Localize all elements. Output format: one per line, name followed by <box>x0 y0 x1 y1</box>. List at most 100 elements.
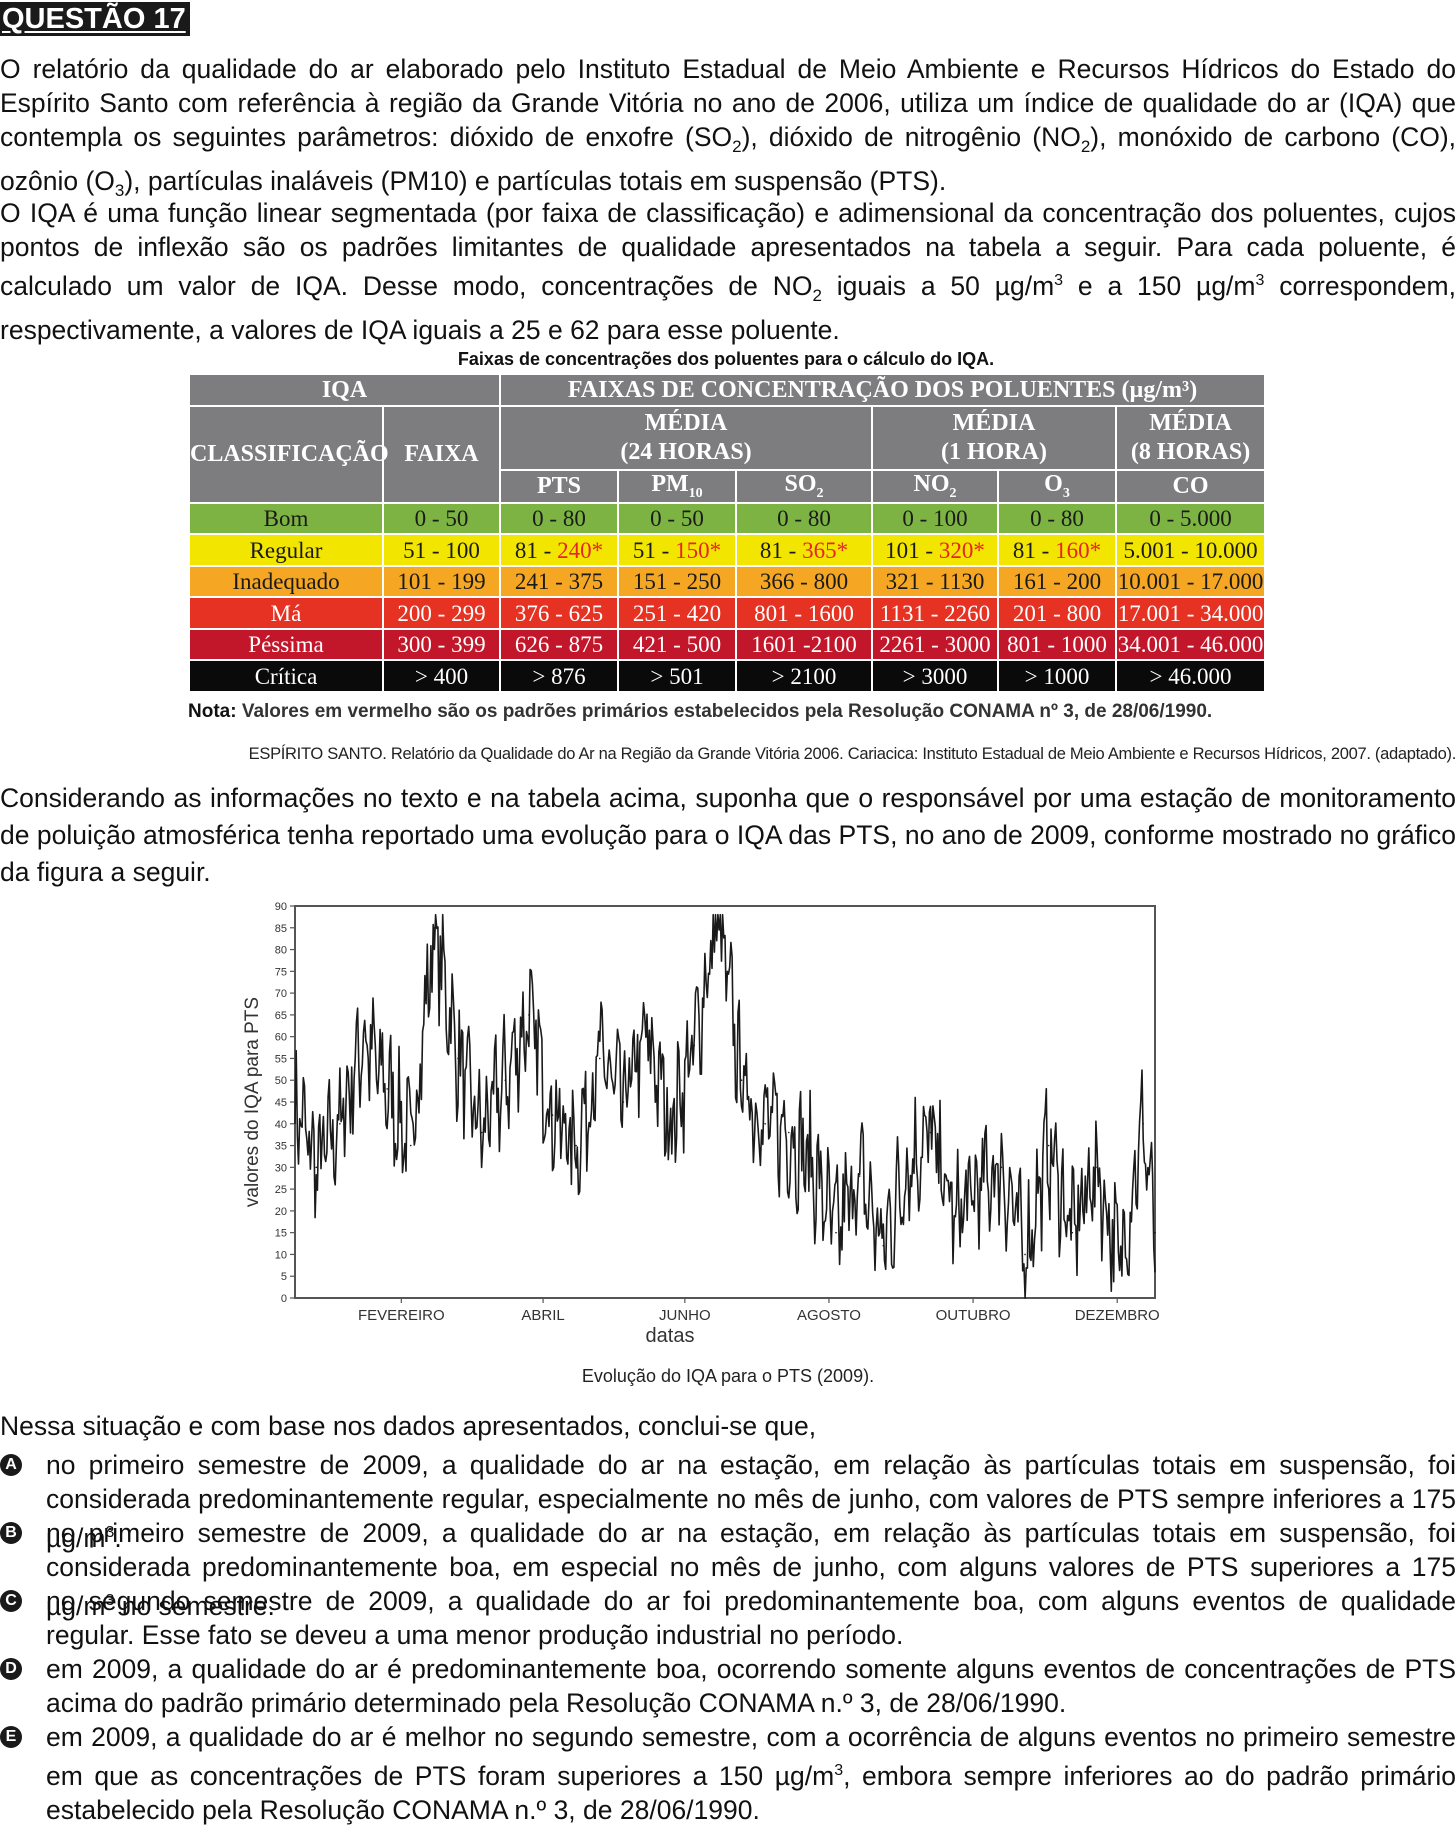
option-letter-badge: C <box>0 1590 22 1612</box>
option-e[interactable]: E em 2009, a qualidade do ar é melhor no… <box>0 1720 1456 1827</box>
y-axis-label: valores do IQA para PTS <box>242 997 263 1207</box>
data-point <box>339 1122 341 1125</box>
subscript: 3 <box>114 181 125 200</box>
cell-pts: > 876 <box>499 659 619 693</box>
option-a[interactable]: A no primeiro semestre de 2009, a qualid… <box>0 1448 1456 1555</box>
cell-co: 17.001 - 34.000 <box>1114 596 1267 630</box>
data-point <box>740 1079 743 1082</box>
cell-pm10: 421 - 500 <box>617 627 737 662</box>
cell-no2: 321 - 1130 <box>871 564 999 599</box>
note-label: Nota: <box>188 701 237 722</box>
cell-no2: 101 - 320* <box>871 533 999 567</box>
option-b[interactable]: B no primeiro semestre de 2009, a qualid… <box>0 1516 1456 1623</box>
cell-faixa: > 400 <box>382 659 501 693</box>
cell-pts: 241 - 375 <box>499 564 619 599</box>
data-point <box>929 1131 932 1134</box>
option-letter-badge: D <box>0 1658 22 1680</box>
superscript: 3 <box>105 1592 115 1609</box>
option-letter-badge: B <box>0 1522 22 1544</box>
cell-pts: 376 - 625 <box>499 596 619 630</box>
text-run: O IQA é uma função linear segmentada (po… <box>0 198 1456 301</box>
y-tick-label: 40 <box>275 1119 287 1131</box>
cell-classe: Regular <box>188 533 384 567</box>
cell-text: 101 - <box>885 537 939 563</box>
data-point <box>294 1101 296 1103</box>
data-point <box>1095 1166 1097 1169</box>
cell-classe: Crítica <box>188 659 384 693</box>
table-row-regular: Regular 51 - 100 81 - 240* 51 - 150* 81 … <box>188 533 1267 567</box>
y-tick-label: 55 <box>275 1053 287 1065</box>
data-point <box>1047 1144 1050 1147</box>
header-co: CO <box>1114 469 1267 504</box>
header-media-8h: MÉDIA (8 HORAS) <box>1114 405 1267 471</box>
option-c[interactable]: C no segundo semestre de 2009, a qualida… <box>0 1584 1456 1652</box>
data-point <box>480 1131 483 1134</box>
cell-pts: 626 - 875 <box>499 627 619 662</box>
subscript: 3 <box>1062 485 1070 501</box>
standard-value: 160* <box>1055 537 1102 563</box>
header-faixa: FAIXA <box>382 405 501 504</box>
header-text: (24 HORAS) <box>620 439 752 465</box>
standard-value: 240* <box>557 537 604 563</box>
header-text: PM <box>651 471 689 497</box>
y-tick-label: 60 <box>275 1032 287 1044</box>
data-point <box>977 1188 979 1190</box>
cell-so2: 366 - 800 <box>735 564 873 599</box>
data-point <box>457 1057 459 1060</box>
y-tick-label: 85 <box>275 923 287 935</box>
cell-co: 5.001 - 10.000 <box>1114 533 1267 567</box>
standard-value: 320* <box>938 537 985 563</box>
x-tick-label: ABRIL <box>521 1307 564 1324</box>
data-point <box>433 926 436 929</box>
cell-text: 81 - <box>514 537 558 563</box>
option-text: no segundo semestre de 2009, a qualidade… <box>46 1584 1456 1652</box>
cell-pm10: > 501 <box>617 659 737 693</box>
y-tick-label: 10 <box>275 1249 287 1261</box>
header-classificacao: CLASSIFICAÇÃO <box>188 405 389 504</box>
text-run: O relatório da qualidade do ar elaborado… <box>0 54 1456 152</box>
y-tick-label: 25 <box>275 1184 287 1196</box>
data-point <box>858 1175 861 1177</box>
data-point <box>575 1144 577 1147</box>
data-point <box>622 1101 625 1103</box>
standard-value: 365* <box>802 537 849 563</box>
header-faixas: FAIXAS DE CONCENTRAÇÃO DOS POLUENTES (µg… <box>498 373 1267 407</box>
text-run: ), partículas inaláveis (PM10) e partícu… <box>124 166 947 196</box>
data-point <box>528 1014 530 1016</box>
cell-text: 51 - <box>632 537 676 563</box>
subscript: 2 <box>816 485 824 501</box>
cell-classe: Péssima <box>188 627 384 662</box>
header-text: MÉDIA <box>952 410 1036 436</box>
data-point <box>906 1166 908 1169</box>
option-text: em 2009, a qualidade do ar é melhor no s… <box>46 1720 1456 1827</box>
data-point <box>835 1231 837 1234</box>
cell-so2: 81 - 365* <box>735 533 873 567</box>
x-tick-label: JUNHO <box>659 1307 711 1324</box>
cell-o3: 0 - 80 <box>997 501 1117 536</box>
options-lead: Nessa situação e com base nos dados apre… <box>0 1411 817 1441</box>
cell-pm10: 0 - 50 <box>617 501 737 536</box>
cell-faixa: 51 - 100 <box>382 533 501 567</box>
option-d[interactable]: D em 2009, a qualidade do ar é predomina… <box>0 1652 1456 1720</box>
cell-co: 10.001 - 17.000 <box>1114 564 1267 599</box>
text-run: , embora sempre inferiores ao do padrão … <box>46 1761 1456 1825</box>
header-pts: PTS <box>499 469 619 504</box>
data-point <box>409 1144 412 1147</box>
subscript: 2 <box>949 485 957 501</box>
data-point <box>646 1035 648 1038</box>
y-tick-label: 80 <box>275 945 287 957</box>
y-tick-label: 65 <box>275 1010 287 1022</box>
y-tick-label: 50 <box>275 1075 287 1087</box>
header-text: (1 HORA) <box>941 439 1047 465</box>
cell-o3: 201 - 800 <box>997 596 1117 630</box>
y-tick-label: 70 <box>275 988 287 1000</box>
data-point <box>764 1122 766 1125</box>
y-tick-label: 20 <box>275 1206 287 1218</box>
header-media-24h: MÉDIA (24 HORAS) <box>499 405 873 471</box>
cell-classe: Má <box>188 596 384 630</box>
y-tick-label: 15 <box>275 1228 287 1240</box>
cell-faixa: 300 - 399 <box>382 627 501 662</box>
superscript: 3 <box>1054 272 1064 289</box>
header-iqa: IQA <box>188 373 501 407</box>
option-letter-badge: A <box>0 1454 22 1476</box>
